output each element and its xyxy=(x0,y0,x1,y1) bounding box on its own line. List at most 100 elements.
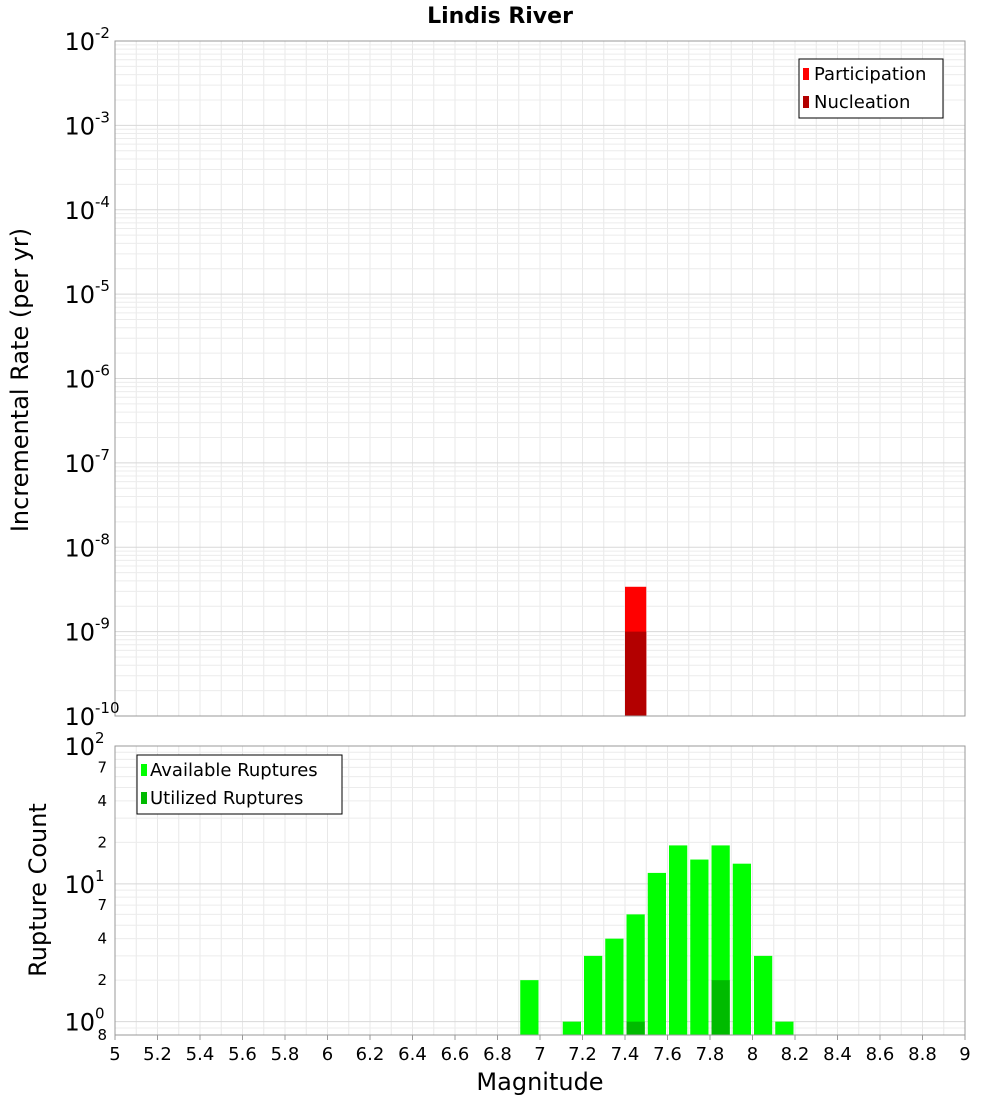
rate-legend-box xyxy=(798,58,944,119)
count-series0-bar xyxy=(732,863,751,1035)
available-legend-swatch xyxy=(141,764,147,776)
chart-title: Lindis River xyxy=(427,4,573,29)
count-series1-bar xyxy=(626,1021,645,1035)
rate-series1-bar xyxy=(625,631,647,716)
rate-y-tick-label: 10 -3 xyxy=(64,108,110,140)
x-tick-label: 6 xyxy=(322,1044,333,1065)
rate-y-tick-label: 10 -4 xyxy=(64,193,110,225)
x-tick-label: 8.6 xyxy=(866,1044,895,1065)
count-y-tick-base: 10 xyxy=(64,871,95,899)
x-tick-label: 5.2 xyxy=(143,1044,172,1065)
nucleation-legend-swatch xyxy=(803,96,809,108)
utilized-legend-swatch xyxy=(141,792,147,804)
count-series0-bar xyxy=(520,980,539,1035)
rate-y-tick-label: 10 -8 xyxy=(64,530,110,562)
rate-y-tick-label: 10 -7 xyxy=(64,446,110,478)
x-tick-label: 9 xyxy=(959,1044,970,1065)
available-legend-label: Available Ruptures xyxy=(150,760,318,781)
x-axis-label: Magnitude xyxy=(476,1068,603,1096)
count-series0-bar xyxy=(669,845,688,1035)
rate-y-tick-exponent: -9 xyxy=(95,615,110,633)
rate-y-tick-exponent: -8 xyxy=(95,530,110,548)
rate-y-tick-base: 10 xyxy=(64,534,95,562)
rate-y-tick-label: 10 -9 xyxy=(64,615,110,647)
x-tick-label: 8.8 xyxy=(908,1044,937,1065)
x-tick-label: 5.8 xyxy=(271,1044,300,1065)
count-y-tick-minor: 2 xyxy=(97,971,107,989)
rate-y-tick-label: 10 -2 xyxy=(64,24,110,56)
x-tick-label: 7.8 xyxy=(696,1044,725,1065)
count-plot-grid xyxy=(114,746,966,1036)
rate-y-tick-exponent: -6 xyxy=(95,362,110,380)
count-y-tick-base: 10 xyxy=(64,1009,95,1037)
count-y-tick-exponent: 2 xyxy=(95,729,105,747)
x-tick-label: 7.4 xyxy=(611,1044,640,1065)
rate-y-tick-base: 10 xyxy=(64,450,95,478)
x-tick-label: 6.2 xyxy=(356,1044,385,1065)
count-y-tick-label: 10 1 xyxy=(64,867,104,899)
rate-plot-y-label: Incremental Rate (per yr) xyxy=(6,228,34,532)
count-y-tick-minor: 8 xyxy=(97,1026,107,1044)
count-series0-bar xyxy=(562,1021,581,1035)
count-series1-bar xyxy=(711,980,730,1035)
count-y-tick-label: 10 0 xyxy=(64,1005,104,1037)
x-tick-label: 5 xyxy=(109,1044,120,1065)
x-tick-label: 6.8 xyxy=(483,1044,512,1065)
x-tick-label: 7.6 xyxy=(653,1044,682,1065)
count-series0-bar xyxy=(690,859,709,1035)
count-y-tick-exponent: 1 xyxy=(95,867,105,885)
rate-y-tick-base: 10 xyxy=(64,281,95,309)
rate-y-tick-base: 10 xyxy=(64,703,95,731)
x-tick-label: 8.2 xyxy=(781,1044,810,1065)
rate-y-tick-base: 10 xyxy=(64,366,95,394)
x-tick-label: 6.6 xyxy=(441,1044,470,1065)
count-series0-bar xyxy=(775,1021,794,1035)
utilized-legend-label: Utilized Ruptures xyxy=(150,788,303,809)
rate-plot-y-ticks: 10-210-310-410-510-610-710-810-910-10 xyxy=(64,24,119,731)
rate-plot: 10-210-310-410-510-610-710-810-910-10 In… xyxy=(6,24,966,731)
rate-legend: Participation Nucleation xyxy=(798,58,944,119)
rate-plot-frame xyxy=(114,40,966,717)
rate-y-tick-base: 10 xyxy=(64,28,95,56)
rate-y-tick-exponent: -5 xyxy=(95,277,110,295)
count-y-tick-minor: 7 xyxy=(97,758,107,776)
rate-y-tick-label: 10 -10 xyxy=(64,699,119,731)
rate-y-tick-exponent: -3 xyxy=(95,108,110,126)
rate-plot-bars xyxy=(625,586,647,716)
count-legend-box xyxy=(136,754,343,815)
participation-legend-label: Participation xyxy=(814,64,926,85)
count-plot-y-label: Rupture Count xyxy=(24,803,52,977)
count-series0-bar xyxy=(584,955,603,1035)
rate-y-tick-base: 10 xyxy=(64,112,95,140)
nucleation-legend-label: Nucleation xyxy=(814,92,910,113)
x-axis-ticks: 5 5.2 5.4 5.6 5.8 6 6.2 6.4 6.6 6.8 7 7.2 7.4 7.6 7.8 8… xyxy=(109,1035,971,1065)
count-series0-bar xyxy=(605,938,624,1035)
count-y-tick-base: 10 xyxy=(64,733,95,761)
count-series0-bar xyxy=(754,955,773,1035)
count-y-tick-minor: 4 xyxy=(97,930,107,948)
count-plot-bars xyxy=(520,845,794,1035)
x-tick-label: 8.4 xyxy=(823,1044,852,1065)
rate-y-tick-label: 10 -5 xyxy=(64,277,110,309)
x-tick-label: 7.2 xyxy=(568,1044,597,1065)
rate-y-tick-exponent: -4 xyxy=(95,193,110,211)
rate-y-tick-base: 10 xyxy=(64,619,95,647)
rate-y-tick-exponent: -7 xyxy=(95,446,110,464)
rate-y-tick-exponent: -2 xyxy=(95,24,110,42)
x-tick-label: 8 xyxy=(747,1044,758,1065)
count-y-tick-minor: 4 xyxy=(97,792,107,810)
count-y-tick-minor: 2 xyxy=(97,833,107,851)
participation-legend-swatch xyxy=(803,68,809,80)
count-legend: Available Ruptures Utilized Ruptures xyxy=(136,754,343,815)
count-y-tick-exponent: 0 xyxy=(95,1005,105,1023)
x-tick-label: 7 xyxy=(534,1044,545,1065)
count-y-tick-minor: 7 xyxy=(97,896,107,914)
count-series0-bar xyxy=(647,872,666,1035)
rate-plot-grid xyxy=(114,41,966,717)
x-tick-label: 6.4 xyxy=(398,1044,427,1065)
x-tick-label: 5.4 xyxy=(186,1044,215,1065)
rate-y-tick-exponent: -10 xyxy=(95,699,120,717)
